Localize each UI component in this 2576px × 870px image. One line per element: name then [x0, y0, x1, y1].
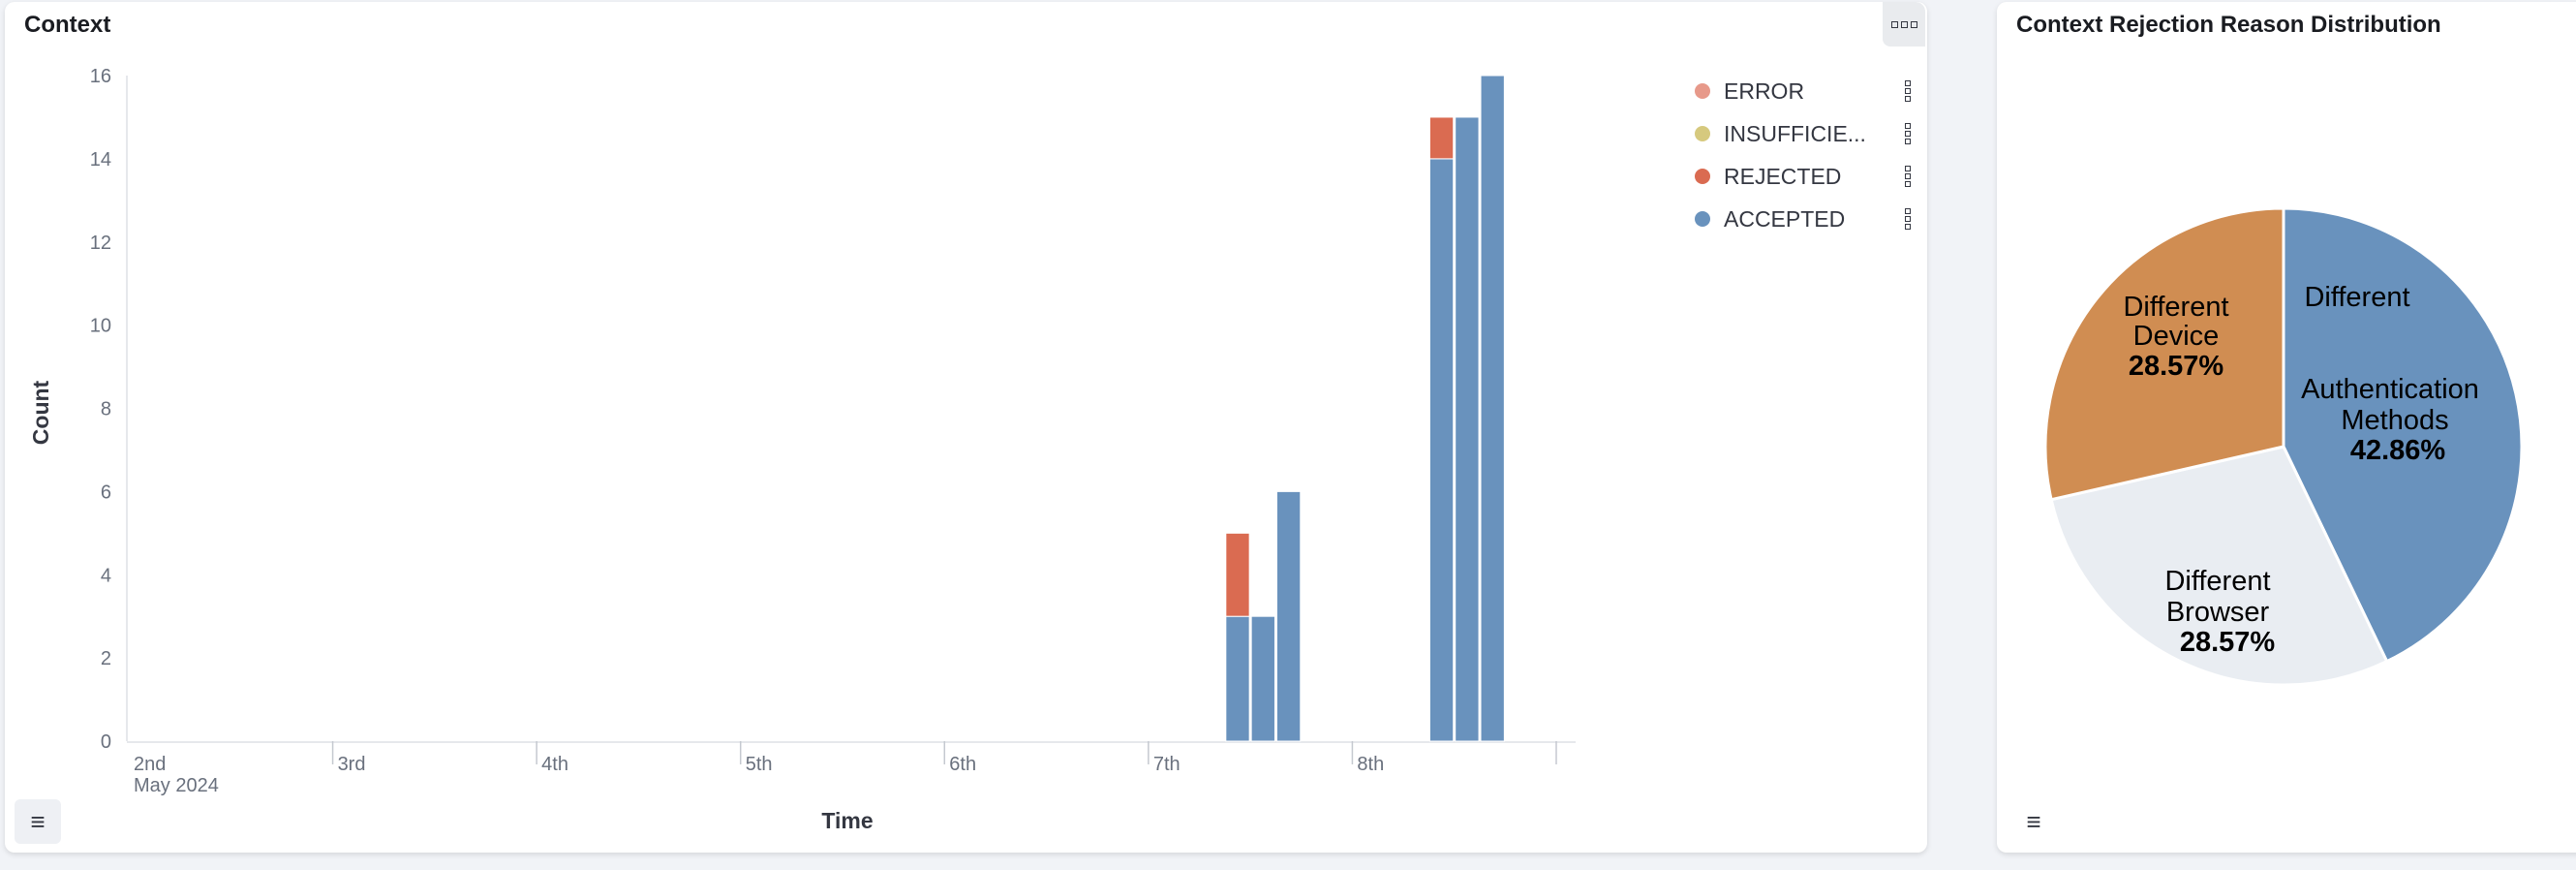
list-icon: ≡	[30, 806, 46, 836]
pie-slice-label: Different	[2123, 292, 2228, 323]
y-tick-label: 10	[90, 316, 111, 337]
y-tick-label: 12	[90, 233, 111, 254]
legend-item-options-icon[interactable]	[1905, 207, 1911, 231]
legend-label: INSUFFICIE...	[1724, 120, 1866, 146]
pie-slice-label: Methods	[2341, 405, 2448, 436]
legend-toggle-button[interactable]: ≡	[15, 799, 61, 844]
y-tick-label: 2	[101, 648, 111, 669]
y-axis-title: Count	[28, 380, 53, 445]
y-tick-label: 14	[90, 149, 111, 171]
legend-item[interactable]: ACCEPTED	[1695, 204, 1845, 233]
bar-segment-accepted	[1225, 615, 1250, 742]
x-tick-label: 7th	[1153, 754, 1181, 775]
bar-segment-rejected	[1428, 116, 1455, 160]
legend-item[interactable]: ERROR	[1695, 77, 1804, 106]
panel-title: Context	[24, 12, 111, 38]
y-tick-label: 8	[101, 399, 111, 420]
pie-slice-percent: 42.86%	[2350, 435, 2446, 466]
legend-dot-icon	[1695, 169, 1710, 184]
legend-label: ACCEPTED	[1724, 205, 1846, 232]
bar-segment-accepted	[1455, 116, 1480, 742]
legend-item-options-icon[interactable]	[1905, 79, 1911, 103]
bar-segment-accepted	[1275, 490, 1302, 742]
bar-segment-accepted	[1428, 158, 1455, 742]
pie-slice-percent: 28.57%	[2129, 351, 2224, 382]
x-tick-label: 8th	[1357, 754, 1384, 775]
panel-title: Context Rejection Reason Distribution	[2016, 12, 2441, 38]
pie-slice-label: Browser	[2166, 597, 2270, 628]
pie-slice-label: Device	[2133, 321, 2220, 352]
y-tick-label: 16	[90, 66, 111, 87]
legend-dot-icon	[1695, 126, 1710, 141]
legend-item-options-icon[interactable]	[1905, 122, 1911, 145]
pie-slice	[2282, 206, 2524, 664]
pie-slice	[2043, 206, 2285, 502]
pie-slice-percent: 28.57%	[2180, 627, 2276, 658]
bar-chart: 0 2 4 6 8 10 12 14 16 2nd 3rd 4th 5th 6th 7th 8th May 20…	[28, 66, 1576, 833]
x-tick-label: 5th	[746, 754, 773, 775]
y-tick-label: 4	[101, 565, 111, 586]
legend-label: ERROR	[1724, 78, 1805, 104]
legend-item[interactable]: INSUFFICIE...	[1695, 119, 1866, 148]
legend-item-options-icon[interactable]	[1905, 165, 1911, 188]
pie-slice	[2049, 445, 2389, 687]
bar-segment-accepted	[1480, 75, 1505, 742]
legend-toggle-button[interactable]: ≡	[2010, 799, 2057, 844]
bar-segment-rejected	[1225, 532, 1250, 617]
x-tick-label: 2nd	[134, 754, 166, 775]
x-tick-label: 3rd	[338, 754, 366, 775]
legend-dot-icon	[1695, 211, 1710, 227]
rejection-reason-panel: Context Rejection Reason Distribution Di…	[1997, 2, 2576, 853]
legend-dot-icon	[1695, 83, 1710, 99]
x-tick-sublabel: May 2024	[134, 775, 219, 796]
panel-options-button[interactable]	[1883, 2, 1925, 47]
legend-label: REJECTED	[1724, 163, 1842, 189]
x-axis-title: Time	[821, 808, 873, 833]
y-tick-label: 0	[101, 731, 111, 753]
options-dots-icon	[1889, 16, 1918, 33]
y-tick-label: 6	[101, 482, 111, 503]
x-tick-label: 6th	[949, 754, 976, 775]
x-tick-label: 4th	[541, 754, 568, 775]
context-panel: Context 0 2 4 6 8 10 12 14 16 2nd 3rd 4th 5th 6th 7th 8…	[5, 2, 1927, 853]
pie-slice-label: Different	[2164, 566, 2270, 597]
list-icon: ≡	[2026, 806, 2041, 836]
legend-item[interactable]: REJECTED	[1695, 162, 1841, 191]
bar-segment-accepted	[1250, 615, 1275, 742]
pie-slice-label: Different	[2304, 282, 2409, 313]
pie-slice-label: Authentication	[2301, 374, 2479, 405]
